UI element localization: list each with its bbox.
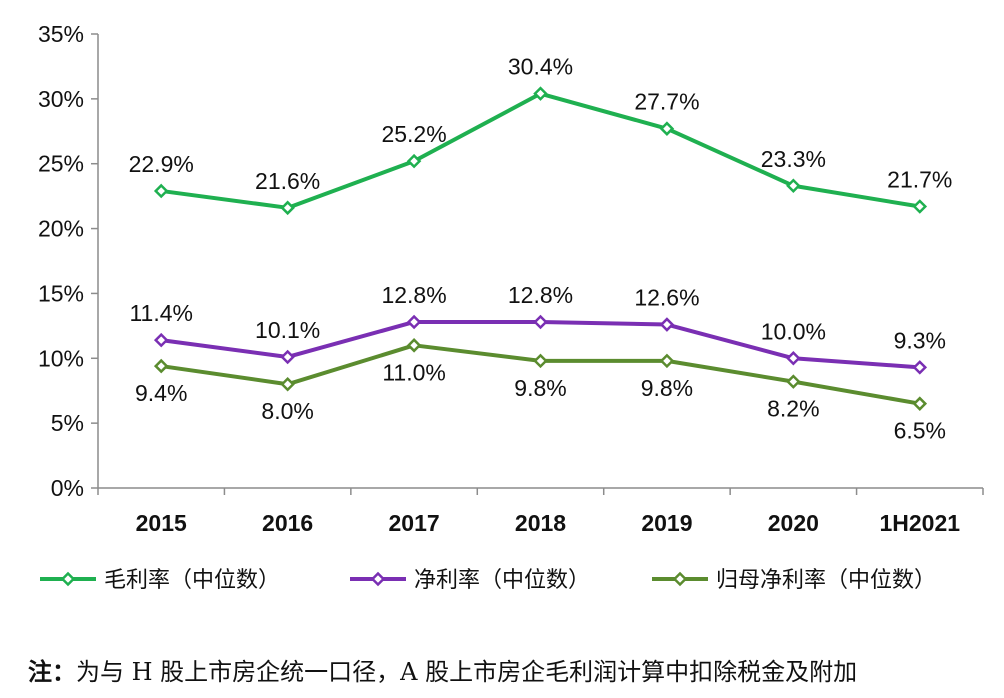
legend-swatch-marker xyxy=(370,571,386,587)
footnote: 注：为与 H 股上市房企统一口径，A 股上市房企毛利润计算中扣除税金及附加 xyxy=(28,652,857,687)
data-point-marker xyxy=(786,178,801,194)
y-tick-label: 5% xyxy=(51,410,84,436)
x-tick-label: 2019 xyxy=(641,510,692,536)
x-tick-label: 1H2021 xyxy=(879,510,960,536)
x-tick-label: 2017 xyxy=(388,510,439,536)
legend-label: 毛利率（中位数） xyxy=(104,568,280,593)
data-label: 23.3% xyxy=(761,146,826,172)
data-label: 12.8% xyxy=(508,282,573,308)
data-point-marker xyxy=(280,376,295,392)
data-point-marker xyxy=(406,338,422,353)
data-label: 11.0% xyxy=(382,359,446,385)
legend-label: 净利率（中位数） xyxy=(414,568,590,593)
series-1: 22.9% 21.6% 25.2% 30.4% 27.7% 23.3% 21.7% xyxy=(129,54,952,216)
data-label: 11.4% xyxy=(129,300,193,326)
data-point-marker xyxy=(406,314,422,330)
data-label: 9.3% xyxy=(894,327,946,353)
data-point-marker xyxy=(280,200,295,216)
data-point-marker xyxy=(153,183,169,199)
legend-item-1: 毛利率（中位数） xyxy=(40,568,280,593)
x-tick-label: 2015 xyxy=(136,510,187,536)
data-label: 27.7% xyxy=(634,89,699,115)
data-label: 6.5% xyxy=(894,418,946,444)
y-tick-label: 30% xyxy=(38,86,84,112)
x-tick-label: 2020 xyxy=(768,510,819,536)
footnote-text: 为与 H 股上市房企统一口径，A 股上市房企毛利润计算中扣除税金及附加 xyxy=(76,658,858,686)
data-point-marker xyxy=(153,332,169,348)
data-point-marker xyxy=(912,360,928,375)
data-label: 9.8% xyxy=(514,375,566,401)
data-point-marker xyxy=(533,86,548,101)
data-point-marker xyxy=(912,396,928,411)
y-tick-label: 10% xyxy=(38,345,84,371)
y-tick-label: 35% xyxy=(38,21,84,47)
y-tick-label: 25% xyxy=(38,151,84,177)
data-point-marker xyxy=(786,351,801,366)
data-label: 30.4% xyxy=(508,54,573,80)
x-tick-label: 2016 xyxy=(262,510,313,536)
data-point-marker xyxy=(659,317,675,332)
data-label: 21.6% xyxy=(255,168,320,194)
footnote-label: 注： xyxy=(28,657,76,686)
data-point-marker xyxy=(912,199,928,214)
data-label: 9.4% xyxy=(135,380,187,406)
data-label: 12.8% xyxy=(381,282,446,308)
data-label: 25.2% xyxy=(381,121,446,147)
data-point-marker xyxy=(786,374,801,389)
legend-label: 归母净利率（中位数） xyxy=(716,568,936,593)
y-tick-label: 20% xyxy=(38,216,84,242)
data-label: 10.1% xyxy=(255,317,320,343)
data-point-marker xyxy=(533,314,548,330)
series-3: 9.4% 8.0% 11.0% 9.8% 9.8% 8.2% 6.5% xyxy=(135,338,946,444)
data-point-marker xyxy=(659,353,675,369)
series-2: 11.4% 10.1% 12.8% 12.8% 12.6% 10.0% 9.3% xyxy=(129,282,946,375)
y-tick-label: 15% xyxy=(38,280,84,306)
legend-item-2: 净利率（中位数） xyxy=(350,568,590,593)
data-label: 10.0% xyxy=(761,318,826,344)
data-point-marker xyxy=(153,358,169,374)
data-label: 8.2% xyxy=(767,396,819,422)
data-label: 12.6% xyxy=(634,285,699,311)
data-label: 9.8% xyxy=(641,375,693,401)
data-point-marker xyxy=(280,349,295,365)
data-label: 8.0% xyxy=(261,398,313,424)
data-label: 21.7% xyxy=(887,167,952,193)
data-label: 22.9% xyxy=(129,151,194,177)
legend-item-3: 归母净利率（中位数） xyxy=(652,568,936,593)
data-point-marker xyxy=(659,121,675,136)
y-axis: 0% 5% 10% 15% 20% 25% 30% 35% xyxy=(38,21,99,501)
legend: 毛利率（中位数） 净利率（中位数） 归母净利率（中位数） xyxy=(40,568,936,593)
data-point-marker xyxy=(406,153,422,169)
x-tick-label: 2018 xyxy=(515,510,566,536)
series-layer: 22.9% 21.6% 25.2% 30.4% 27.7% 23.3% 21.7% 11.4%… xyxy=(129,54,953,444)
legend-swatch-marker xyxy=(60,571,76,587)
x-axis: 2015 2016 2017 2018 2019 2020 1H2021 xyxy=(97,487,984,536)
data-point-marker xyxy=(533,353,548,369)
y-tick-label: 0% xyxy=(51,475,84,501)
legend-swatch-marker xyxy=(672,571,688,587)
line-chart: 0%5%10%15%20%25%30%35% 2015 2016 2017 2018 2… xyxy=(38,21,984,593)
